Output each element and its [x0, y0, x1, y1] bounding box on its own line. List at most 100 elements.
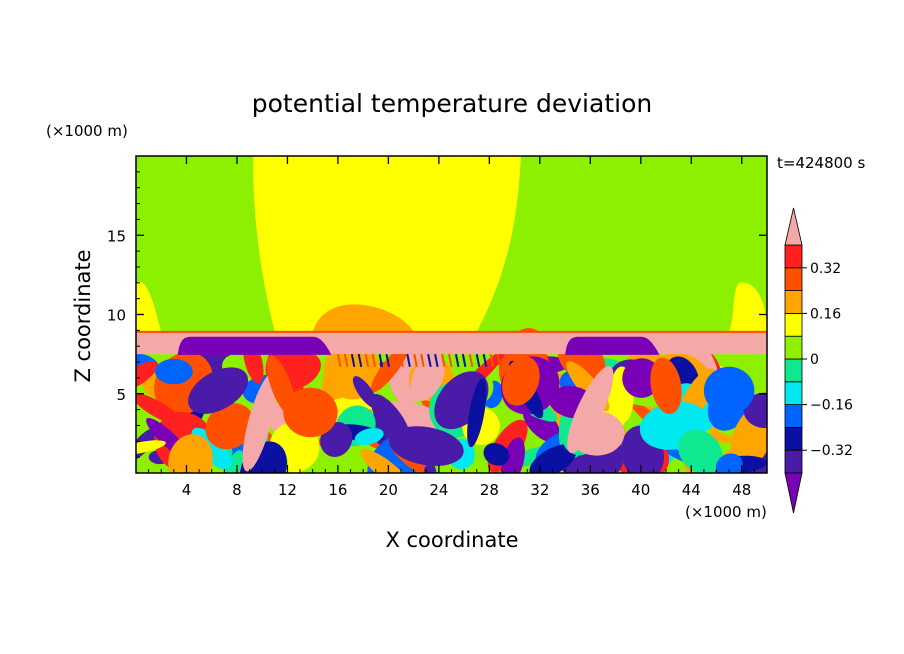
y-unit-label: (×1000 m)	[46, 122, 128, 140]
turbulence-patch	[354, 427, 384, 446]
wave-ripple	[399, 353, 404, 368]
turbulence-patch	[650, 357, 682, 415]
turbulence-patch	[502, 356, 540, 406]
y-axis: 5 10 15	[107, 171, 767, 458]
wave-ripple	[447, 353, 453, 368]
turbulence-patch	[210, 449, 233, 470]
wave-ripple	[434, 353, 439, 368]
turbulence-patch	[388, 426, 464, 466]
colorbar-tick-label: 0.16	[810, 306, 841, 322]
colorbar-tick-label: 0.32	[810, 261, 841, 277]
turbulence-patch	[678, 429, 723, 473]
contour-field	[136, 156, 767, 473]
warm-column-right	[729, 282, 767, 332]
wave-ripple	[420, 353, 425, 368]
turbulence-patch	[703, 366, 755, 415]
wave-ripple	[343, 353, 349, 368]
x-tick-label: 48	[732, 481, 751, 499]
x-tick-label: 4	[182, 481, 192, 499]
turbulence-patch	[136, 440, 166, 455]
wave-ripple	[406, 353, 411, 368]
turbulence-patch	[483, 443, 510, 466]
colorbar-tick-label: 0	[810, 352, 819, 368]
wave-ripple	[413, 353, 418, 368]
turbulence-patch	[529, 444, 577, 473]
yellow-cap	[312, 304, 414, 332]
x-axis-title: X coordinate	[385, 528, 518, 552]
turbulence-patch	[467, 378, 487, 448]
wave-ripple	[378, 353, 384, 368]
colorbar-box	[784, 335, 803, 360]
wave-ripple	[482, 353, 488, 368]
cold-pool	[177, 336, 332, 355]
cold-pool	[565, 336, 660, 355]
turbulence-patch	[360, 449, 413, 473]
warm-column-left	[136, 281, 162, 332]
chart-title: potential temperature deviation	[252, 89, 652, 118]
wave-ripple	[461, 353, 467, 368]
x-tick-label: 36	[581, 481, 600, 499]
x-tick-label: 32	[530, 481, 549, 499]
wave-ripple	[357, 353, 363, 368]
turbulence-patch	[266, 355, 296, 416]
colorbar-box	[784, 312, 803, 337]
y-tick-label: 15	[107, 227, 126, 245]
x-tick-label: 24	[429, 481, 448, 499]
wave-ripple	[371, 353, 377, 368]
x-tick-label: 12	[278, 481, 297, 499]
y-tick-label: 5	[116, 386, 126, 404]
colorbar-box	[784, 449, 803, 474]
colorbar-box	[784, 381, 803, 405]
colorbar-box	[784, 426, 803, 451]
x-tick-label: 20	[379, 481, 398, 499]
wave-ripple	[441, 353, 446, 368]
time-label: t=424800 s	[777, 154, 865, 172]
turbulence-patch	[568, 411, 625, 456]
y-tick-label: 10	[107, 307, 126, 325]
colorbar-tick-label: −0.32	[810, 443, 853, 459]
wave-ripple	[454, 353, 460, 368]
x-tick-label: 40	[631, 481, 650, 499]
colorbar-box	[784, 404, 803, 428]
wave-ripple	[468, 353, 474, 368]
y-axis-title: Z coordinate	[71, 249, 95, 382]
turbulence-patch	[352, 376, 378, 409]
wave-ripple	[489, 353, 495, 368]
wave-ripple	[475, 353, 481, 368]
wave-ripple	[392, 353, 397, 368]
wave-ripple	[427, 353, 432, 368]
colorbar-box	[784, 244, 803, 269]
turbulence-patch	[205, 403, 255, 450]
x-tick-label: 28	[480, 481, 499, 499]
wave-ripple	[350, 353, 356, 368]
colorbar: 0.32 0.16 0 −0.16 −0.32	[784, 207, 853, 514]
x-unit-label: (×1000 m)	[685, 503, 767, 521]
colorbar-box	[784, 267, 803, 291]
turbulence-patch	[242, 373, 277, 472]
turbulence-patch	[168, 434, 213, 473]
wave-ripple	[336, 353, 342, 368]
turbulence-patch	[501, 437, 525, 473]
turbulence-patch	[136, 393, 183, 426]
turbulence-patch	[188, 367, 248, 414]
colorbar-box	[784, 358, 803, 383]
turbulence-patch	[743, 392, 767, 429]
turbulence-patch	[136, 361, 158, 392]
turbulence-patch	[223, 450, 244, 473]
wave-ripple	[364, 353, 370, 368]
colorbar-max-arrow	[784, 207, 803, 246]
x-tick-label: 44	[682, 481, 701, 499]
turbulence-patch	[283, 387, 338, 438]
warm-column	[253, 156, 521, 332]
x-axis: 4 8 12 16 20 24 28 32 36 40 44 48	[148, 156, 755, 499]
colorbar-tick-label: −0.16	[810, 398, 853, 414]
wave-ripple	[496, 353, 502, 368]
x-tick-label: 16	[328, 481, 347, 499]
turbulence-patch	[370, 343, 409, 393]
colorbar-box	[784, 290, 803, 314]
wave-ripple	[385, 353, 391, 368]
turbulence-patch	[154, 358, 193, 385]
colorbar-min-arrow	[784, 472, 803, 514]
x-tick-label: 8	[232, 481, 242, 499]
